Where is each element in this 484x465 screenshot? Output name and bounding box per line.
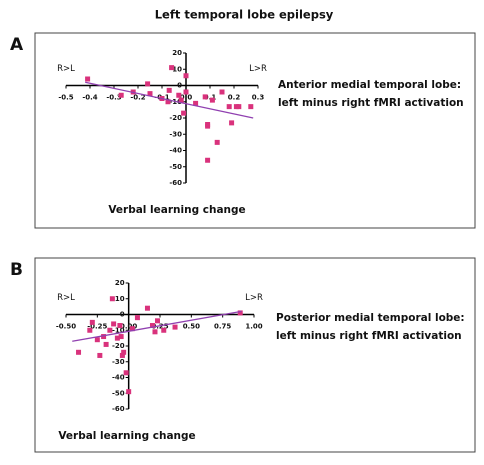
y-tick-label: 10 [172, 65, 182, 73]
point [109, 296, 115, 302]
point [236, 104, 242, 110]
point [154, 318, 160, 324]
point [94, 337, 100, 343]
y-tick-label: -60 [112, 405, 125, 413]
y-tick-label: -30 [112, 358, 125, 366]
point [101, 334, 107, 340]
point [76, 349, 82, 355]
point [107, 327, 113, 333]
point [178, 97, 184, 103]
x-tick-label: -0.25 [87, 323, 107, 331]
point [209, 97, 215, 103]
point [226, 104, 232, 110]
y-tick-label: -40 [112, 374, 125, 382]
point [205, 122, 211, 127]
point [103, 341, 109, 347]
trend-line [85, 81, 254, 119]
y-tick-label: -30 [169, 130, 182, 138]
left-label: R>L [57, 293, 75, 303]
point [87, 327, 93, 333]
x-axis-title: Verbal learning change [108, 204, 245, 216]
point [117, 323, 123, 329]
point [183, 73, 189, 79]
x-tick-label: -0.5 [58, 94, 73, 102]
x-axis-title: Verbal learning change [58, 430, 195, 442]
y-tick-label: 20 [115, 279, 125, 287]
point [165, 99, 171, 105]
point [114, 335, 120, 341]
point [123, 370, 129, 376]
y-tick-label: -50 [112, 389, 125, 397]
x-tick-label: 0.1 [204, 94, 217, 102]
panel-label: B [10, 260, 23, 280]
point [169, 65, 175, 71]
point [181, 110, 187, 116]
y-tick-label: 0 [120, 311, 125, 319]
x-tick-label: 1.00 [245, 323, 262, 331]
annotation: left minus right fMRI activation [276, 330, 462, 342]
point [111, 321, 117, 327]
panel-frame [34, 32, 476, 229]
x-tick-label: 0.75 [214, 323, 231, 331]
annotation: Posterior medial temporal lobe: [276, 312, 465, 324]
x-tick-label: 0.0 [180, 94, 193, 102]
point [85, 76, 91, 82]
point [134, 315, 140, 321]
left-label: R>L [57, 64, 75, 74]
x-tick-label: -0.4 [82, 94, 97, 102]
x-tick-label: -0.3 [106, 94, 121, 102]
figure-title: Left temporal lobe epilepsy [155, 8, 334, 22]
y-tick-label: 10 [115, 295, 125, 303]
right-label: L>R [249, 64, 267, 74]
panel-label: A [10, 35, 24, 55]
annotation: left minus right fMRI activation [278, 97, 464, 109]
x-tick-label: 0.2 [228, 94, 241, 102]
y-tick-label: -20 [112, 342, 125, 350]
point [126, 389, 132, 395]
x-tick-label: -0.50 [56, 323, 76, 331]
point [147, 91, 153, 97]
x-tick-label: -0.2 [130, 94, 145, 102]
x-tick-label: 0.00 [120, 323, 137, 331]
trend-line [72, 310, 242, 342]
point [219, 89, 225, 95]
point [129, 326, 135, 332]
y-tick-label: -50 [169, 163, 182, 171]
y-tick-label: -40 [169, 147, 182, 155]
point [121, 349, 127, 355]
x-tick-label: 0.3 [252, 94, 265, 102]
x-tick-label: 0.50 [183, 323, 200, 331]
point [97, 352, 103, 358]
point [144, 305, 150, 311]
point [118, 334, 124, 340]
point [152, 329, 158, 335]
y-tick-label: 0 [177, 82, 182, 90]
point [176, 92, 182, 98]
y-tick-label: -20 [169, 114, 182, 122]
right-label: L>R [245, 293, 263, 303]
panel-frame [34, 257, 476, 453]
point [193, 100, 199, 106]
point [145, 81, 151, 87]
point [149, 323, 155, 329]
point [202, 94, 208, 100]
point [248, 104, 254, 110]
point [183, 89, 189, 95]
point [237, 310, 243, 316]
y-tick-label: -60 [169, 179, 182, 187]
point [214, 139, 220, 145]
point [166, 87, 172, 93]
point [229, 120, 235, 126]
x-tick-label: 0.25 [151, 323, 168, 331]
y-tick-label: 20 [172, 49, 182, 57]
point [89, 319, 95, 325]
point [205, 157, 211, 163]
annotation: Anterior medial temporal lobe: [278, 79, 461, 91]
point [161, 327, 167, 333]
point [172, 324, 178, 330]
point [118, 92, 124, 98]
point [119, 352, 125, 358]
y-tick-label: -10 [112, 326, 125, 334]
